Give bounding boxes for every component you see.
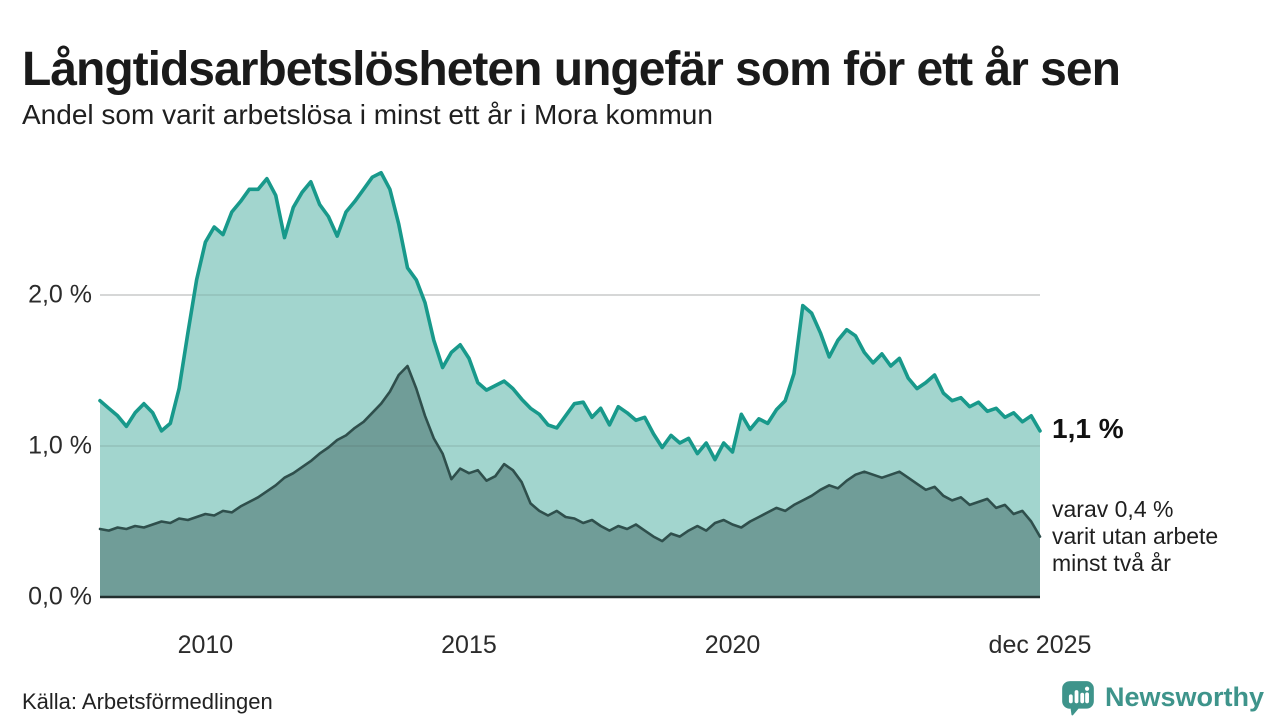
secondary-label-line: varav 0,4 %: [1052, 495, 1174, 522]
secondary-label-line: varit utan arbete: [1052, 522, 1219, 549]
y-tick-label: 0,0 %: [28, 582, 92, 611]
latest-value-label: 1,1 %: [1052, 412, 1124, 444]
newsworthy-brand: Newsworthy: [1059, 678, 1264, 716]
brand-name: Newsworthy: [1104, 681, 1264, 712]
y-tick-label: 2,0 %: [28, 280, 92, 309]
x-tick-label: 2015: [441, 631, 497, 659]
x-tick-label: 2010: [177, 631, 234, 659]
page-subtitle: Andel som varit arbetslösa i minst ett å…: [22, 99, 713, 130]
source-credit: Källa: Arbetsförmedlingen: [22, 689, 273, 714]
y-tick-label: 1,0 %: [28, 431, 92, 460]
secondary-value-label: varav 0,4 % varit utan arbete minst två …: [1052, 496, 1218, 577]
bar-chart-pin-icon: [1062, 681, 1094, 716]
x-tick-label: 2020: [704, 631, 761, 659]
x-tick-label: dec 2025: [988, 631, 1092, 659]
page-title: Långtidsarbetslösheten ungefär som för e…: [22, 43, 1121, 97]
secondary-label-line: minst två år: [1052, 549, 1171, 576]
